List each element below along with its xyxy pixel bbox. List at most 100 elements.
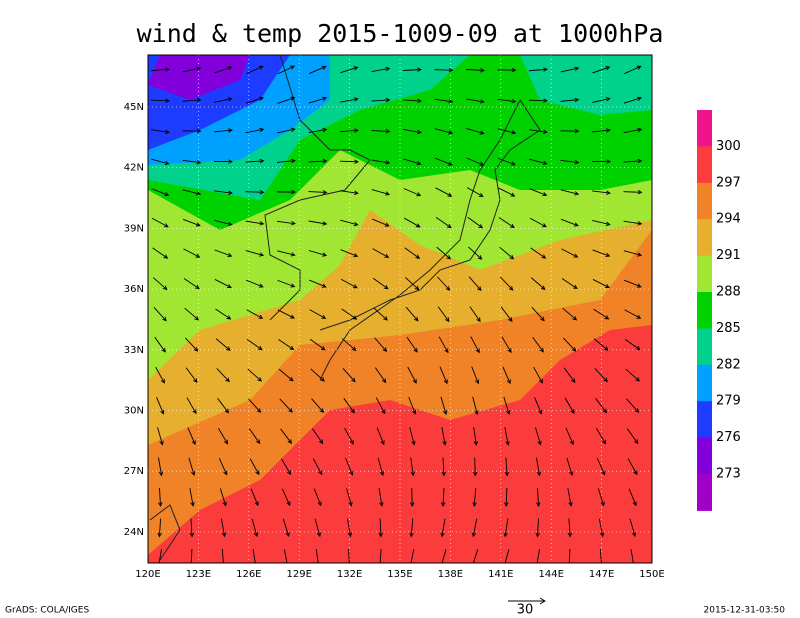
colorbar-label: 288 <box>716 285 741 300</box>
lon-label: 126E <box>236 569 261 580</box>
wind-arrow <box>567 488 573 507</box>
wind-arrow <box>245 279 264 288</box>
wind-arrow <box>402 98 422 104</box>
wind-arrow <box>498 217 515 229</box>
wind-arrow <box>405 277 420 291</box>
wind-arrow <box>276 189 296 195</box>
wind-arrow <box>592 66 611 74</box>
wind-arrow <box>344 427 354 445</box>
wind-arrow <box>277 250 296 257</box>
colorbar-label: 291 <box>716 248 741 263</box>
wind-arrow <box>250 488 259 507</box>
wind-arrow <box>340 66 359 74</box>
wind-arrow <box>529 158 548 166</box>
wind-arrow <box>623 189 643 195</box>
wind-arrow <box>471 366 480 385</box>
wind-arrow <box>594 368 608 383</box>
wind-vectors <box>150 65 643 563</box>
wind-arrow <box>183 248 201 258</box>
wind-arrow <box>440 396 448 416</box>
wind-arrow <box>405 306 419 322</box>
wind-arrow <box>535 549 540 563</box>
wind-arrow <box>437 276 451 291</box>
wind-arrow <box>245 127 265 134</box>
wind-arrow <box>308 158 328 164</box>
wind-arrow <box>215 308 232 320</box>
wind-arrow <box>404 247 421 259</box>
colorbar-swatch <box>697 328 712 366</box>
wind-arrow <box>497 128 517 135</box>
wind-arrow <box>599 548 602 563</box>
wind-arrow <box>277 220 296 226</box>
footer-credit: GrADS: COLA/IGES <box>5 606 89 616</box>
wind-arrow <box>403 158 422 166</box>
lon-label: 141E <box>488 569 513 580</box>
wind-arrow <box>497 157 516 166</box>
wind-arrow <box>371 66 391 73</box>
wind-arrow <box>186 397 197 415</box>
wind-arrow <box>283 549 289 563</box>
wind-arrow <box>277 65 296 75</box>
colorbar-swatch <box>697 255 712 293</box>
wind-arrow <box>214 190 233 195</box>
wind-arrow <box>466 128 485 135</box>
wind-arrow <box>371 129 391 134</box>
wind-arrow <box>560 218 579 227</box>
wind-arrow <box>563 337 577 352</box>
wind-arrow <box>182 128 202 134</box>
wind-arrow <box>189 518 195 538</box>
wind-arrow <box>277 127 296 134</box>
wind-arrow <box>340 190 359 196</box>
wind-arrow <box>531 307 545 322</box>
wind-arrow <box>157 549 163 563</box>
lon-label: 135E <box>387 569 412 580</box>
wind-arrow <box>182 218 201 227</box>
wind-arrow <box>435 187 453 197</box>
wind-arrow <box>627 458 638 476</box>
wind-arrow <box>188 457 196 477</box>
wind-arrow <box>374 367 387 384</box>
wind-arrow <box>529 217 547 228</box>
wind-arrow <box>182 97 202 103</box>
wind-arrow <box>406 336 418 353</box>
wind-arrow <box>215 338 231 351</box>
wind-arrow <box>564 397 575 415</box>
wind-arrow <box>189 488 195 507</box>
wind-arrow <box>245 158 265 164</box>
colorbar-swatch <box>697 437 712 475</box>
wind-arrow <box>469 306 481 323</box>
wind-arrow <box>472 487 477 507</box>
wind-arrow <box>434 67 454 73</box>
lon-label: 120E <box>135 569 160 580</box>
wind-arrow <box>560 97 580 103</box>
lon-label: 123E <box>186 569 211 580</box>
wind-arrow <box>408 396 417 415</box>
wind-arrow <box>151 158 170 166</box>
wind-arrow <box>281 488 291 507</box>
wind-arrow <box>534 397 543 415</box>
wind-arrow <box>623 279 642 288</box>
wind-arrow <box>245 96 265 104</box>
wind-arrow <box>340 249 359 258</box>
wind-arrow <box>309 338 326 351</box>
wind-arrow <box>218 458 228 476</box>
wind-arrow <box>470 336 480 354</box>
wind-arrow <box>345 458 354 476</box>
wind-arrow <box>308 220 328 226</box>
wind-arrow <box>528 67 548 72</box>
wind-arrow <box>530 277 546 291</box>
wind-arrow <box>343 397 355 414</box>
wind-arrow <box>499 246 515 260</box>
wind-arrow <box>281 458 292 476</box>
wind-arrow <box>371 189 391 196</box>
colorbar-label: 300 <box>716 139 741 154</box>
wind-arrow <box>624 338 641 351</box>
wind-arrow <box>468 276 482 292</box>
wind-arrow <box>407 366 417 384</box>
wind-arrow <box>375 397 386 415</box>
wind-arrow <box>409 427 416 446</box>
wind-arrow <box>216 368 230 383</box>
wind-arrow <box>530 247 547 259</box>
wind-arrow <box>342 368 356 383</box>
wind-arrow <box>309 279 327 288</box>
